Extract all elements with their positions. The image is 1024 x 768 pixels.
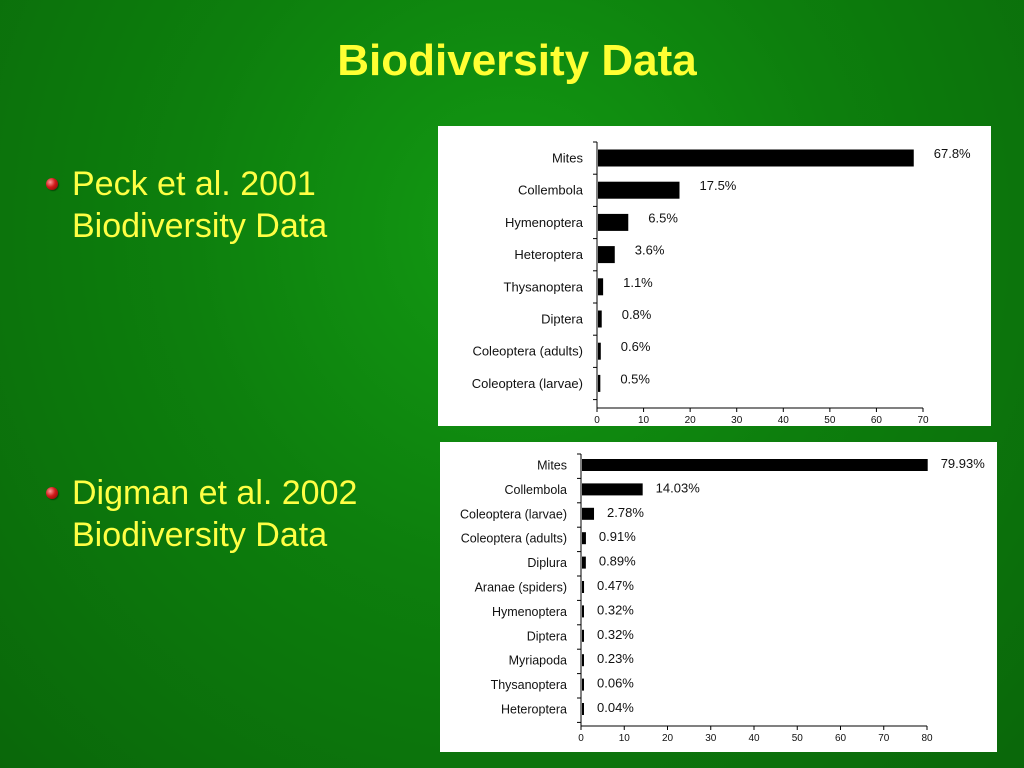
x-tick-label: 20: [685, 415, 697, 426]
chart-panel-digman: Mites 79.93% Collembola 14.03% Coleoptera (l…: [440, 442, 997, 752]
category-label: Myriapoda: [509, 654, 567, 668]
x-tick-label: 50: [824, 415, 836, 426]
data-label: 0.32%: [597, 627, 634, 642]
bullet-line-2: Biodiversity Data: [72, 207, 328, 245]
bullet-line-2: Biodiversity Data: [72, 516, 328, 554]
x-tick-label: 60: [871, 415, 883, 426]
bar: [582, 654, 584, 667]
chart-panel-peck: Mites 67.8% Collembola 17.5% Hymenoptera 6.5%…: [438, 126, 991, 426]
data-label: 0.06%: [597, 676, 634, 691]
bullet-line-1: Digman et al. 2002: [72, 474, 358, 512]
bar: [582, 532, 586, 545]
category-label: Heteroptera: [514, 247, 583, 262]
x-tick-label: 30: [731, 415, 743, 426]
data-label: 17.5%: [700, 178, 737, 193]
bar: [598, 278, 604, 296]
bar: [598, 149, 914, 167]
bar: [598, 213, 629, 231]
category-label: Coleoptera (adults): [472, 344, 583, 359]
data-label: 0.91%: [599, 529, 636, 544]
category-label: Mites: [537, 459, 567, 473]
slide-title: Biodiversity Data: [337, 36, 697, 85]
x-tick-label: 10: [619, 733, 631, 744]
bar: [598, 310, 602, 328]
data-label: 67.8%: [934, 146, 971, 161]
x-tick-label: 0: [594, 415, 600, 426]
data-label: 0.47%: [597, 578, 634, 593]
data-label: 6.5%: [648, 210, 678, 225]
category-label: Coleoptera (adults): [461, 532, 567, 546]
bullet-line-1: Peck et al. 2001: [72, 165, 316, 203]
category-label: Thysanoptera: [491, 678, 567, 692]
category-label: Collembola: [518, 183, 584, 198]
category-label: Heteroptera: [501, 703, 567, 717]
x-tick-label: 80: [921, 733, 933, 744]
x-tick-label: 70: [917, 415, 929, 426]
bullet-peck: Peck et al. 2001 Biodiversity Data: [46, 163, 327, 247]
category-label: Coleoptera (larvae): [472, 376, 583, 391]
x-tick-label: 50: [792, 733, 804, 744]
bar: [598, 342, 601, 360]
data-label: 2.78%: [607, 505, 644, 520]
data-label: 0.23%: [597, 651, 634, 666]
category-label: Diptera: [527, 629, 567, 643]
category-label: Mites: [552, 151, 584, 166]
bar: [582, 581, 585, 593]
bar: [582, 605, 584, 618]
bar-chart-digman: Mites 79.93% Collembola 14.03% Coleoptera (l…: [460, 453, 986, 744]
category-label: Hymenoptera: [505, 215, 584, 230]
x-tick-label: 40: [748, 733, 760, 744]
x-tick-label: 40: [778, 415, 790, 426]
data-label: 0.89%: [599, 554, 636, 569]
x-tick-label: 10: [638, 415, 650, 426]
data-label: 0.5%: [620, 371, 650, 386]
category-label: Coleoptera (larvae): [460, 507, 567, 521]
bar: [582, 507, 595, 520]
bar-chart-peck: Mites 67.8% Collembola 17.5% Hymenoptera 6.5%…: [472, 141, 971, 426]
data-label: 79.93%: [941, 456, 986, 471]
data-label: 0.8%: [622, 307, 652, 322]
bullet-icon: [46, 178, 58, 190]
x-tick-label: 70: [878, 733, 890, 744]
bar: [582, 556, 586, 569]
data-label: 14.03%: [656, 480, 701, 495]
bar: [598, 374, 601, 392]
x-tick-label: 20: [662, 733, 674, 744]
data-label: 3.6%: [635, 243, 665, 258]
data-label: 0.04%: [597, 700, 634, 715]
category-label: Hymenoptera: [492, 605, 567, 619]
bar: [598, 246, 615, 264]
bar: [582, 483, 643, 496]
category-label: Diplura: [527, 556, 567, 570]
bar: [582, 629, 584, 642]
category-label: Thysanoptera: [504, 279, 584, 294]
category-label: Collembola: [504, 483, 567, 497]
category-label: Diptera: [541, 312, 584, 327]
bullet-icon: [46, 487, 58, 499]
bar: [582, 703, 584, 715]
bar: [582, 678, 584, 691]
data-label: 0.6%: [621, 339, 651, 354]
x-tick-label: 30: [705, 733, 717, 744]
category-label: Aranae (spiders): [475, 581, 567, 595]
bar: [582, 459, 928, 471]
data-label: 0.32%: [597, 602, 634, 617]
bullet-digman: Digman et al. 2002 Biodiversity Data: [46, 472, 357, 556]
x-tick-label: 60: [835, 733, 847, 744]
x-tick-label: 0: [578, 733, 584, 744]
bar: [598, 181, 680, 199]
data-label: 1.1%: [623, 275, 653, 290]
